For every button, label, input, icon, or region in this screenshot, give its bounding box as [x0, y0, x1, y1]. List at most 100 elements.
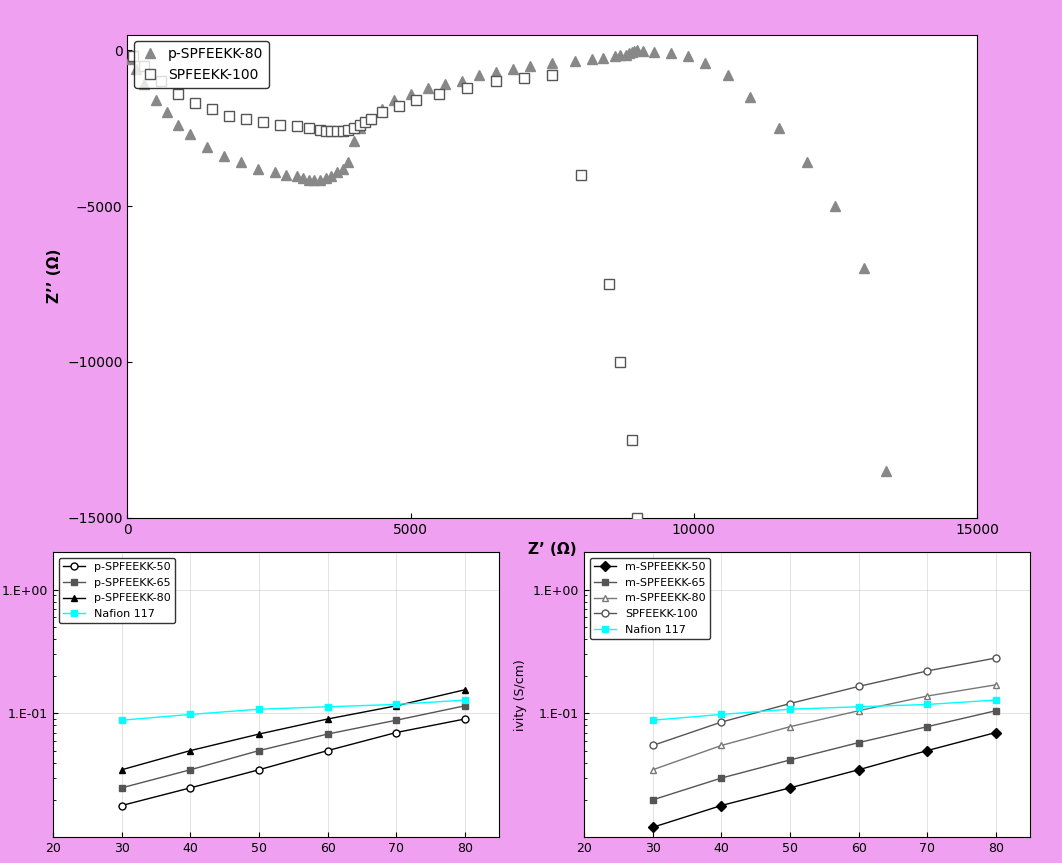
p-SPFEEKK-80 [124, 54, 137, 65]
p-SPFEEKK-50 [253, 765, 266, 775]
SPFEEKK-100 [189, 98, 202, 108]
m-SPFEEKK-65 [715, 773, 727, 784]
p-SPFEEKK-80 [880, 466, 893, 476]
Legend: p-SPFEEKK-50, p-SPFEEKK-65, p-SPFEEKK-80, Nafion 117: p-SPFEEKK-50, p-SPFEEKK-65, p-SPFEEKK-80… [58, 557, 175, 623]
SPFEEKK-100 [852, 681, 864, 691]
Nafion 117 [184, 709, 196, 720]
p-SPFEEKK-80 [321, 714, 333, 724]
Line: p-SPFEEKK-80: p-SPFEEKK-80 [125, 46, 891, 476]
m-SPFEEKK-80 [647, 765, 660, 775]
SPFEEKK-100 [223, 110, 236, 121]
p-SPFEEKK-50 [321, 746, 333, 756]
SPFEEKK-100 [274, 120, 287, 130]
p-SPFEEKK-80 [390, 701, 402, 711]
Nafion 117 [253, 704, 266, 715]
Text: (a): (a) [110, 554, 132, 569]
m-SPFEEKK-80 [921, 691, 933, 702]
p-SPFEEKK-65 [459, 701, 472, 711]
SPFEEKK-100 [784, 698, 796, 709]
SPFEEKK-100 [313, 124, 326, 135]
Line: m-SPFEEKK-50: m-SPFEEKK-50 [649, 729, 999, 831]
Y-axis label: Z’’ (Ω): Z’’ (Ω) [47, 249, 62, 304]
Nafion 117 [647, 715, 660, 726]
SPFEEKK-100 [575, 170, 587, 180]
p-SPFEEKK-80 [439, 79, 451, 90]
Nafion 117 [715, 709, 727, 720]
p-SPFEEKK-80 [184, 746, 196, 756]
m-SPFEEKK-80 [990, 680, 1003, 690]
m-SPFEEKK-50 [715, 800, 727, 810]
Nafion 117 [459, 695, 472, 705]
SPFEEKK-100 [126, 51, 139, 61]
m-SPFEEKK-80 [852, 706, 864, 716]
p-SPFEEKK-65 [253, 746, 266, 756]
p-SPFEEKK-80 [619, 49, 632, 60]
m-SPFEEKK-65 [990, 706, 1003, 716]
SPFEEKK-100 [614, 356, 627, 367]
SPFEEKK-100 [330, 126, 343, 136]
SPFEEKK-100 [461, 82, 474, 92]
m-SPFEEKK-50 [784, 783, 796, 793]
SPFEEKK-100 [342, 124, 355, 135]
p-SPFEEKK-80 [253, 729, 266, 740]
p-SPFEEKK-80 [235, 157, 247, 167]
Line: Nafion 117: Nafion 117 [118, 696, 468, 724]
SPFEEKK-100 [602, 279, 615, 289]
SPFEEKK-100 [626, 435, 638, 445]
Legend: m-SPFEEKK-50, m-SPFEEKK-65, m-SPFEEKK-80, SPFEEKK-100, Nafion 117: m-SPFEEKK-50, m-SPFEEKK-65, m-SPFEEKK-80… [589, 557, 710, 639]
p-SPFEEKK-80 [459, 684, 472, 695]
Nafion 117 [390, 699, 402, 709]
m-SPFEEKK-50 [990, 728, 1003, 738]
p-SPFEEKK-50 [184, 783, 196, 793]
SPFEEKK-100 [517, 73, 530, 84]
p-SPFEEKK-50 [390, 728, 402, 738]
SPFEEKK-100 [715, 717, 727, 728]
SPFEEKK-100 [172, 89, 185, 99]
m-SPFEEKK-50 [921, 746, 933, 756]
m-SPFEEKK-50 [647, 822, 660, 833]
SPFEEKK-100 [325, 126, 338, 136]
p-SPFEEKK-80 [631, 45, 644, 55]
SPFEEKK-100 [337, 126, 349, 136]
Line: Nafion 117: Nafion 117 [649, 696, 999, 724]
SPFEEKK-100 [631, 513, 644, 523]
SPFEEKK-100 [376, 107, 389, 117]
p-SPFEEKK-50 [116, 800, 129, 810]
SPFEEKK-100 [240, 114, 253, 124]
Line: p-SPFEEKK-65: p-SPFEEKK-65 [118, 702, 468, 791]
SPFEEKK-100 [393, 101, 406, 111]
m-SPFEEKK-80 [715, 740, 727, 751]
m-SPFEEKK-65 [647, 795, 660, 805]
m-SPFEEKK-65 [784, 755, 796, 765]
p-SPFEEKK-80 [303, 174, 315, 185]
SPFEEKK-100 [364, 114, 377, 124]
m-SPFEEKK-50 [852, 765, 864, 775]
SPFEEKK-100 [155, 76, 168, 86]
p-SPFEEKK-80 [184, 129, 196, 140]
Nafion 117 [116, 715, 129, 726]
X-axis label: Z’ (Ω): Z’ (Ω) [528, 542, 577, 557]
SPFEEKK-100 [410, 95, 423, 105]
p-SPFEEKK-80 [138, 79, 151, 90]
Nafion 117 [921, 699, 933, 709]
SPFEEKK-100 [303, 123, 315, 133]
SPFEEKK-100 [490, 76, 502, 86]
Line: m-SPFEEKK-65: m-SPFEEKK-65 [649, 708, 999, 803]
SPFEEKK-100 [257, 117, 270, 127]
p-SPFEEKK-50 [459, 714, 472, 724]
SPFEEKK-100 [354, 120, 366, 130]
p-SPFEEKK-65 [116, 783, 129, 793]
SPFEEKK-100 [206, 104, 219, 115]
SPFEEKK-100 [347, 123, 360, 133]
SPFEEKK-100 [546, 70, 559, 80]
SPFEEKK-100 [359, 117, 372, 127]
Line: p-SPFEEKK-80: p-SPFEEKK-80 [118, 686, 468, 773]
Nafion 117 [852, 702, 864, 712]
m-SPFEEKK-65 [921, 721, 933, 732]
Line: p-SPFEEKK-50: p-SPFEEKK-50 [118, 715, 468, 809]
Y-axis label: ivity (S/cm): ivity (S/cm) [514, 658, 528, 731]
SPFEEKK-100 [647, 740, 660, 751]
Nafion 117 [990, 695, 1003, 705]
SPFEEKK-100 [138, 60, 151, 71]
Nafion 117 [784, 704, 796, 715]
